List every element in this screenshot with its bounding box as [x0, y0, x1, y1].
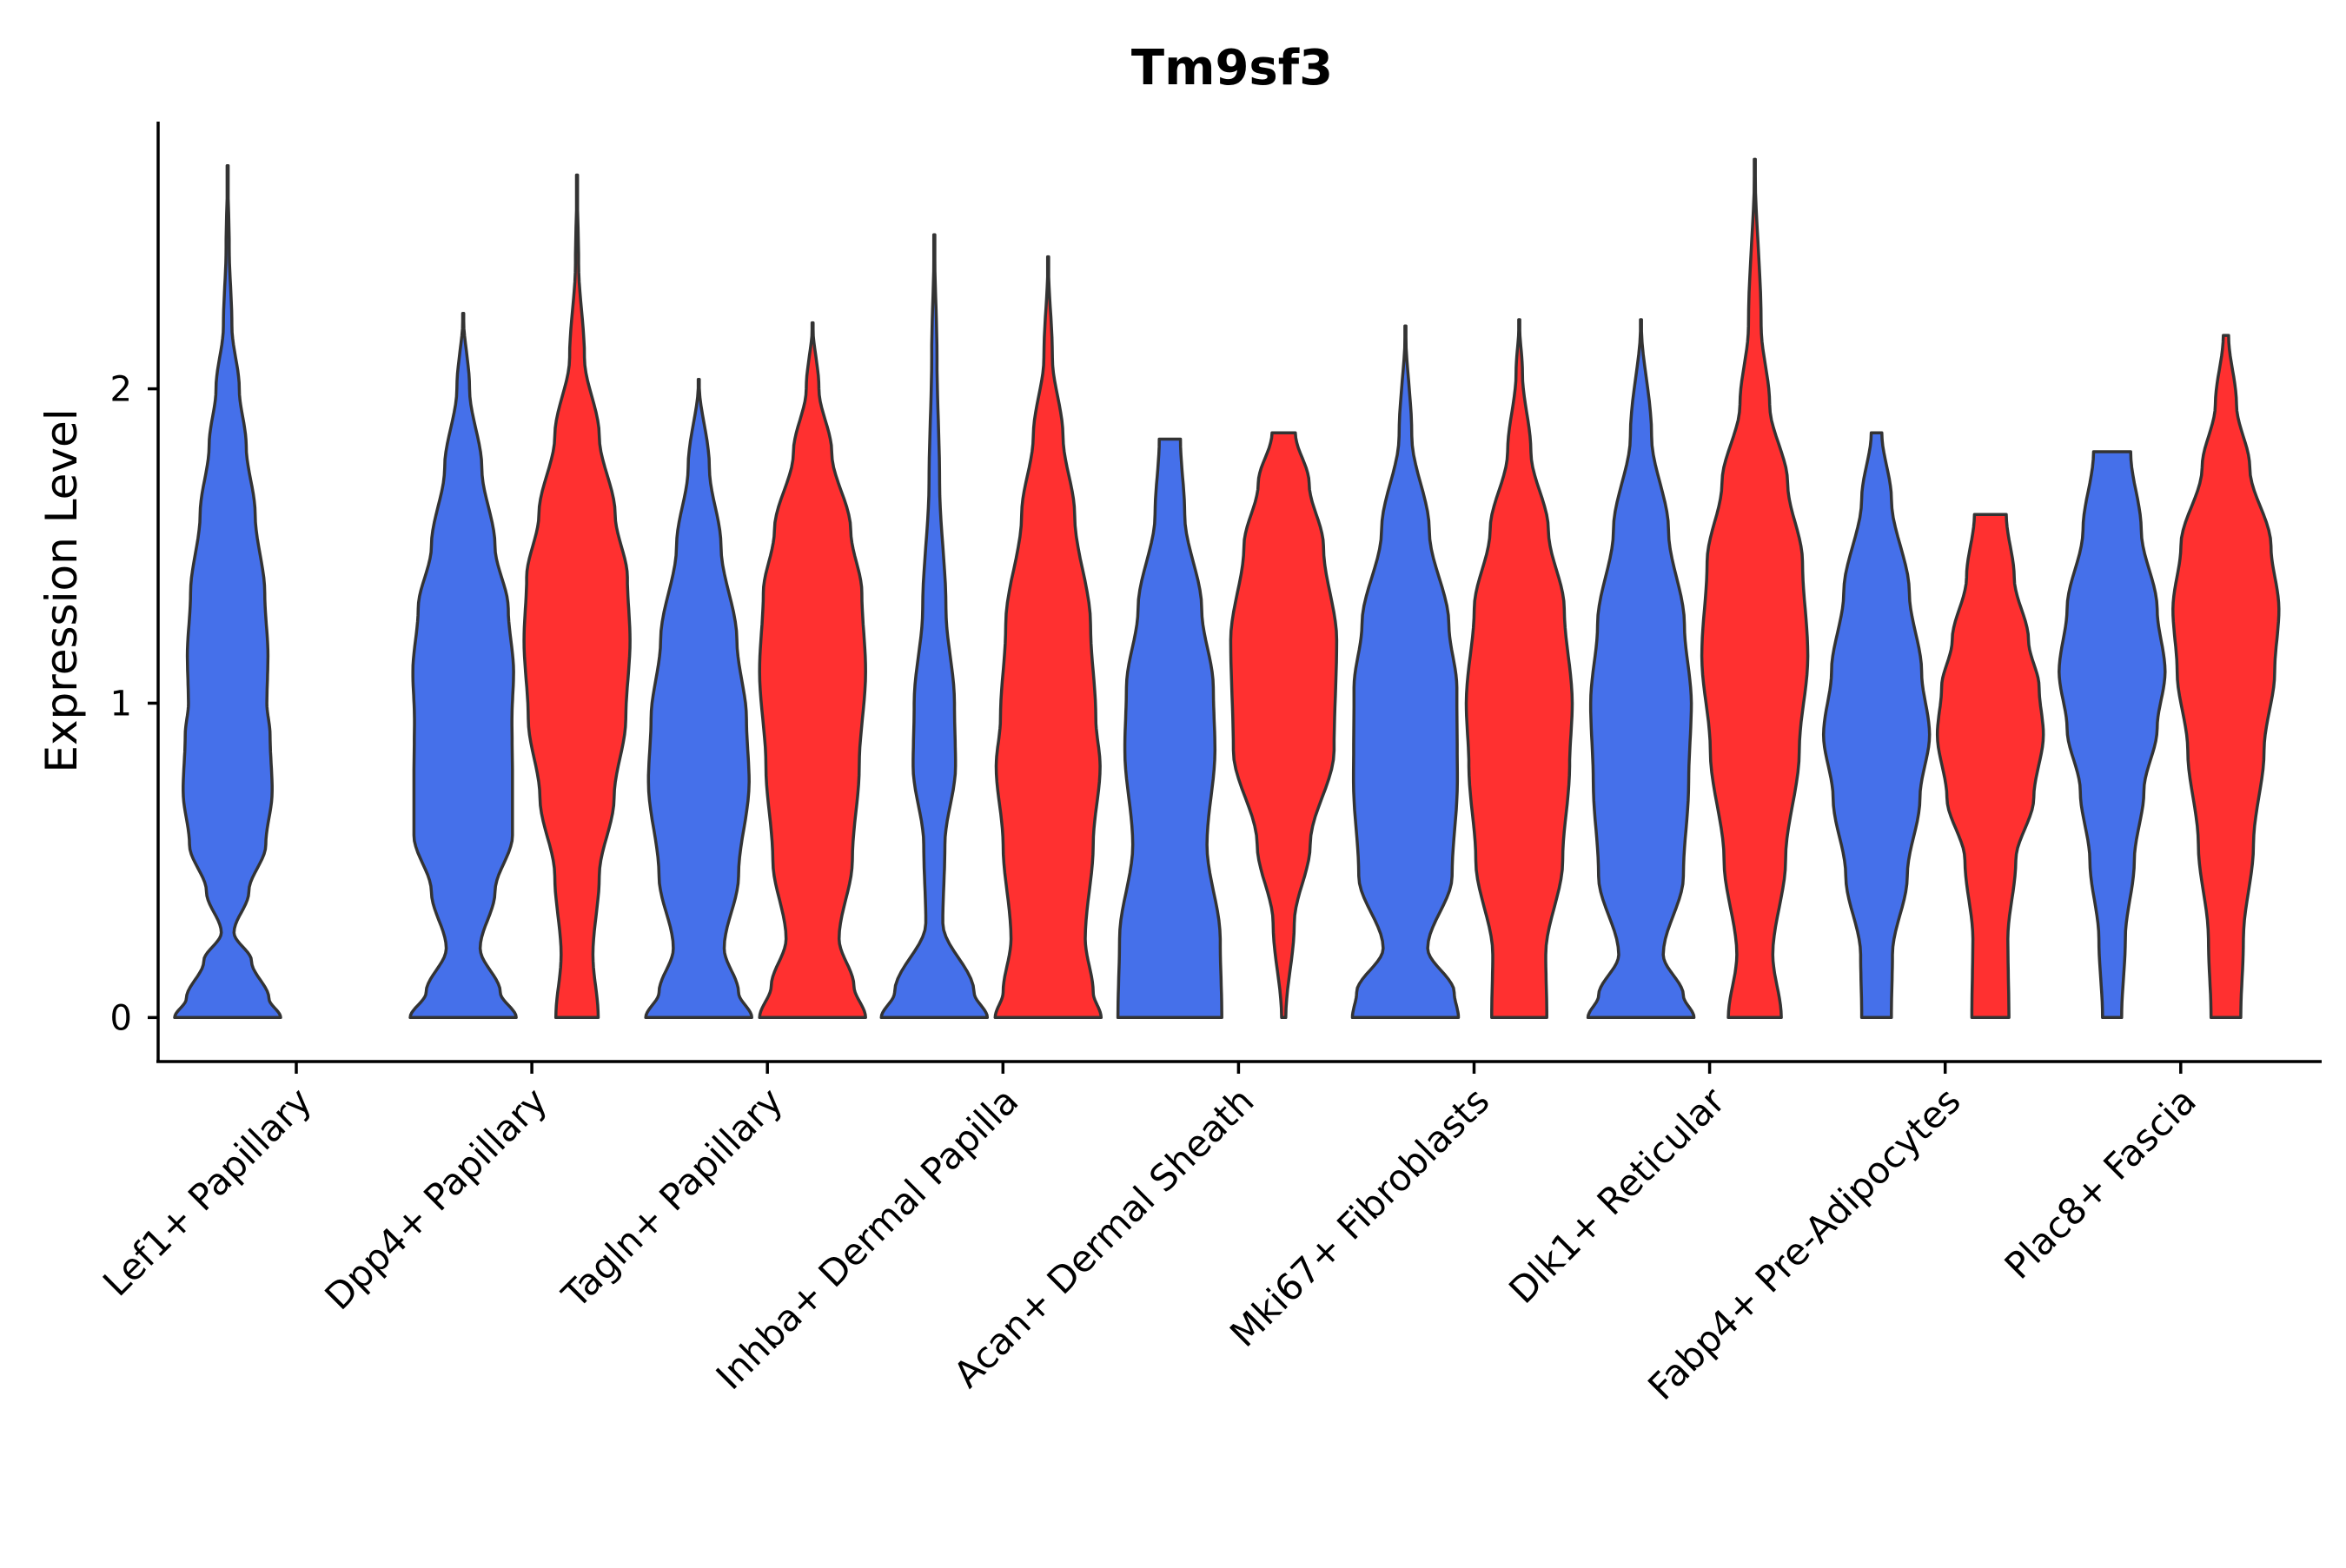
x-tick-label: Dpp4+ Papillary — [316, 1079, 555, 1318]
violins-layer — [173, 157, 2281, 1020]
violin-7-group_1 — [1586, 318, 1696, 1020]
x-tick-label: Plac8+ Fascia — [1997, 1079, 2204, 1287]
violin-2-group_2 — [522, 173, 632, 1020]
violin-7-group_2 — [1700, 157, 1810, 1020]
violin-1-group_1 — [173, 163, 282, 1020]
violin-4-group_1 — [879, 233, 990, 1020]
y-tick-label: 1 — [110, 684, 132, 724]
x-tick-label: Lef1+ Papillary — [95, 1079, 320, 1304]
y-tick-label: 0 — [110, 998, 132, 1038]
violin-8-group_2 — [1935, 513, 2045, 1020]
violin-3-group_2 — [758, 321, 867, 1020]
violin-4-group_2 — [993, 255, 1103, 1020]
violin-5-group_1 — [1116, 437, 1223, 1020]
x-tick-label: Dlk1+ Reticular — [1501, 1079, 1733, 1312]
violin-8-group_1 — [1821, 431, 1932, 1020]
x-tick-label: Mki67+ Fibroblasts — [1222, 1079, 1497, 1354]
violin-2-group_1 — [408, 311, 518, 1020]
violin-6-group_2 — [1464, 318, 1574, 1020]
violin-6-group_1 — [1350, 324, 1461, 1020]
y-axis-label: Expression Level — [36, 408, 87, 772]
violin-9-group_1 — [2058, 450, 2167, 1020]
violin-3-group_1 — [644, 377, 753, 1020]
x-tick-label: Tagln+ Papillary — [553, 1079, 791, 1316]
y-ticks: 0 1 2 — [110, 370, 158, 1038]
y-tick-label: 2 — [110, 370, 132, 410]
chart-title: Tm9sf3 — [1131, 40, 1333, 96]
violin-5-group_2 — [1229, 431, 1339, 1020]
violin-9-group_2 — [2171, 334, 2281, 1020]
